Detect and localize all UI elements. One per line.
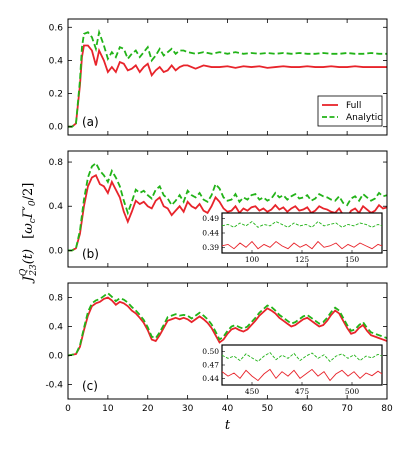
panel-label: (a) (82, 115, 99, 129)
inset-y-tick-label: 0.44 (202, 229, 219, 238)
inset-x-tick-label: 100 (245, 255, 260, 264)
x-tick-label: 60 (302, 404, 314, 414)
legend: Full Analytic (317, 95, 383, 127)
y-tick-label: 0.0 (49, 246, 64, 256)
inset-series-line-full (222, 240, 382, 250)
y-tick-label: 0.4 (49, 323, 64, 333)
series-line-analytic (68, 28, 387, 128)
x-tick-label: 30 (182, 404, 194, 414)
panel-label: (c) (82, 379, 98, 393)
x-tick-label: 40 (222, 404, 234, 414)
shared-y-axis-label: JQ23(t)[ωcΓ′0/2] (19, 183, 39, 285)
inset-x-tick-label: 475 (295, 387, 310, 396)
inset-x-tick-label: 450 (245, 387, 260, 396)
inset-y-tick-label: 0.49 (202, 214, 219, 223)
y-tick-label: -0.4 (45, 381, 63, 391)
y-tick-label: 0.2 (49, 90, 63, 100)
inset-y-tick-label: 0.44 (202, 374, 219, 383)
legend-label-analytic: Analytic (346, 113, 382, 123)
y-tick-label: 0.4 (49, 202, 64, 212)
panel-b: 0.0 0.4 0.8 (b) 0.39 0.44 0.49 100 125 150 (49, 150, 388, 268)
series-line-full (68, 44, 387, 128)
y-tick-label: 0.0 (49, 123, 64, 133)
inset: 0.39 0.44 0.49 100 125 150 (202, 212, 383, 264)
panel-c: 0 10 20 30 40 50 60 70 80t-0.40.00.40.8(c)0.440.… (45, 282, 393, 433)
inset-x-tick-label: 500 (345, 387, 360, 396)
inset-y-tick-label: 0.50 (202, 347, 219, 356)
y-tick-label: 0.4 (49, 56, 64, 66)
inset-x-tick-label: 125 (295, 255, 310, 264)
y-tick-label: 0.0 (49, 352, 64, 362)
y-tick-label: 0.8 (49, 294, 64, 304)
x-tick-label: 70 (341, 404, 353, 414)
inset-y-tick-label: 0.47 (202, 361, 219, 370)
series-line-analytic (68, 161, 387, 252)
x-tick-label: 10 (102, 404, 114, 414)
inset-series-line-analytic (222, 220, 382, 228)
series-line-full (68, 296, 387, 357)
panel-a: 0.0 0.2 0.4 0.6 (a) Full Analytic (49, 18, 388, 136)
inset-series-line-full (222, 368, 382, 382)
inset-series-line-analytic (222, 351, 382, 363)
panel-label: (b) (82, 247, 99, 261)
x-axis-label: t (225, 418, 231, 433)
inset-frame (221, 344, 383, 386)
y-tick-label: 0.6 (49, 23, 64, 33)
x-tick-label: 50 (262, 404, 274, 414)
x-tick-label: 20 (142, 404, 154, 414)
inset: 0.44 0.47 0.50 450 475 500 (202, 344, 383, 396)
x-tick-label: 80 (381, 404, 393, 414)
inset-y-tick-label: 0.39 (202, 243, 219, 252)
x-tick-label: 0 (65, 404, 71, 414)
svg-text:JQ23(t)[ωcΓ′0/2]: JQ23(t)[ωcΓ′0/2] (19, 183, 39, 285)
legend-box (317, 95, 383, 127)
series-line-analytic (68, 291, 387, 357)
inset-x-tick-label: 150 (345, 255, 360, 264)
y-tick-label: 0.8 (49, 158, 64, 168)
legend-label-full: Full (346, 101, 361, 111)
